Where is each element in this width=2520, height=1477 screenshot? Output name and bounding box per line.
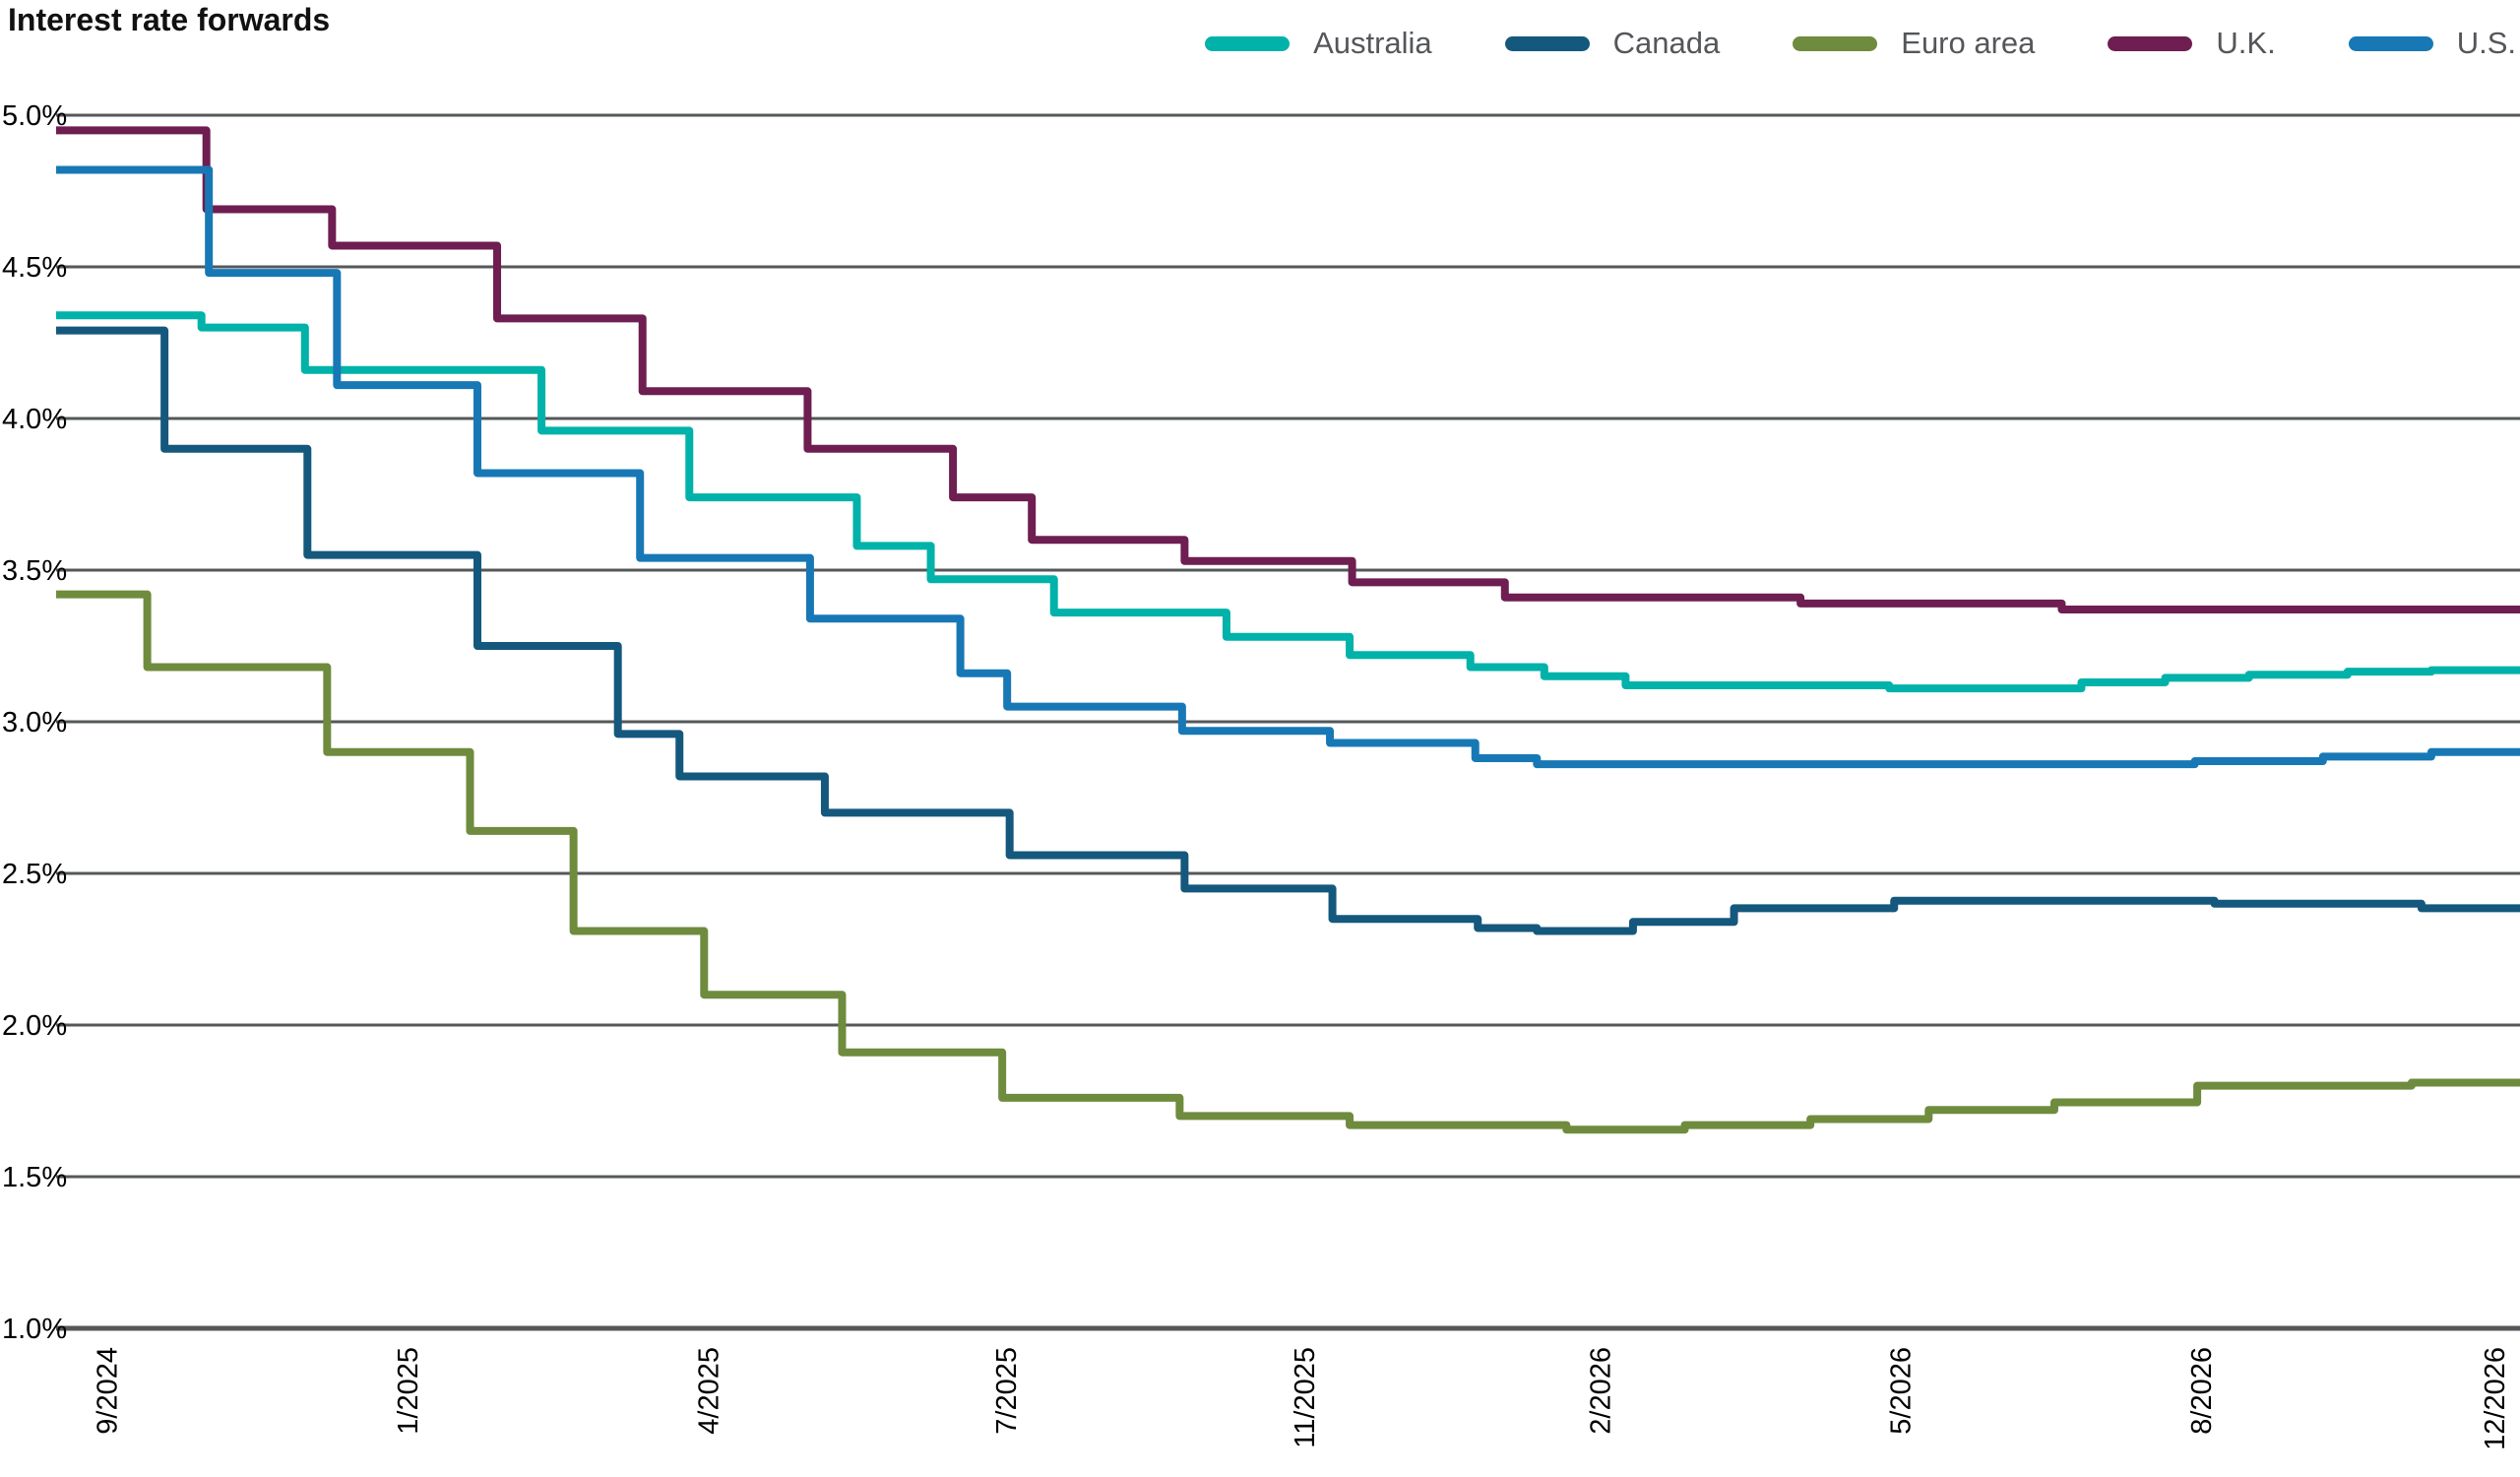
- series-line-us: [56, 165, 2520, 769]
- legend-swatch-u-k: [2108, 35, 2193, 51]
- legend-swatch-u-s: [2348, 35, 2433, 51]
- x-tick-label: 4/2025: [693, 1347, 724, 1435]
- x-tick-label: 8/2026: [2186, 1347, 2218, 1435]
- x-tick-label: 2/2026: [1585, 1347, 1616, 1435]
- y-tick-label: 3.5%: [2, 555, 67, 587]
- legend-label-euro-area: Euro area: [1901, 26, 2036, 60]
- x-tick-label: 11/2025: [1290, 1347, 1321, 1448]
- legend: Australia Canada Euro area U.K. U.S.: [1205, 26, 2516, 61]
- legend-item-canada: Canada: [1504, 26, 1721, 61]
- x-tick-label: 1/2025: [393, 1347, 424, 1435]
- legend-label-u-k: U.K.: [2216, 26, 2276, 60]
- series-line-uk: [56, 126, 2520, 614]
- legend-label-u-s: U.S.: [2456, 26, 2516, 60]
- legend-item-u-k: U.K.: [2108, 26, 2276, 61]
- legend-label-canada: Canada: [1612, 26, 1721, 60]
- y-tick-label: 4.0%: [2, 404, 67, 435]
- legend-swatch-canada: [1504, 35, 1590, 51]
- legend-item-australia: Australia: [1205, 26, 1432, 61]
- x-tick-label: 7/2025: [991, 1347, 1023, 1435]
- legend-label-australia: Australia: [1313, 26, 1432, 60]
- series-line-australia: [56, 311, 2520, 693]
- legend-swatch-euro-area: [1793, 35, 1878, 51]
- x-tick-label: 9/2024: [93, 1347, 124, 1435]
- x-tick-label: 12/2026: [2480, 1347, 2511, 1450]
- chart-title: Interest rate forwards: [8, 2, 331, 37]
- y-tick-label: 3.0%: [2, 707, 67, 738]
- y-tick-label: 1.0%: [2, 1314, 67, 1345]
- x-tick-label: 5/2026: [1886, 1347, 1918, 1435]
- y-tick-label: 4.5%: [2, 252, 67, 284]
- series-line-canada: [56, 326, 2520, 935]
- legend-item-u-s: U.S.: [2348, 26, 2516, 61]
- y-tick-label: 1.5%: [2, 1162, 67, 1193]
- y-tick-label: 2.5%: [2, 859, 67, 890]
- legend-swatch-australia: [1205, 35, 1291, 51]
- series-line-euroarea: [56, 590, 2520, 1134]
- legend-item-euro-area: Euro area: [1793, 26, 2035, 61]
- y-tick-label: 2.0%: [2, 1010, 67, 1042]
